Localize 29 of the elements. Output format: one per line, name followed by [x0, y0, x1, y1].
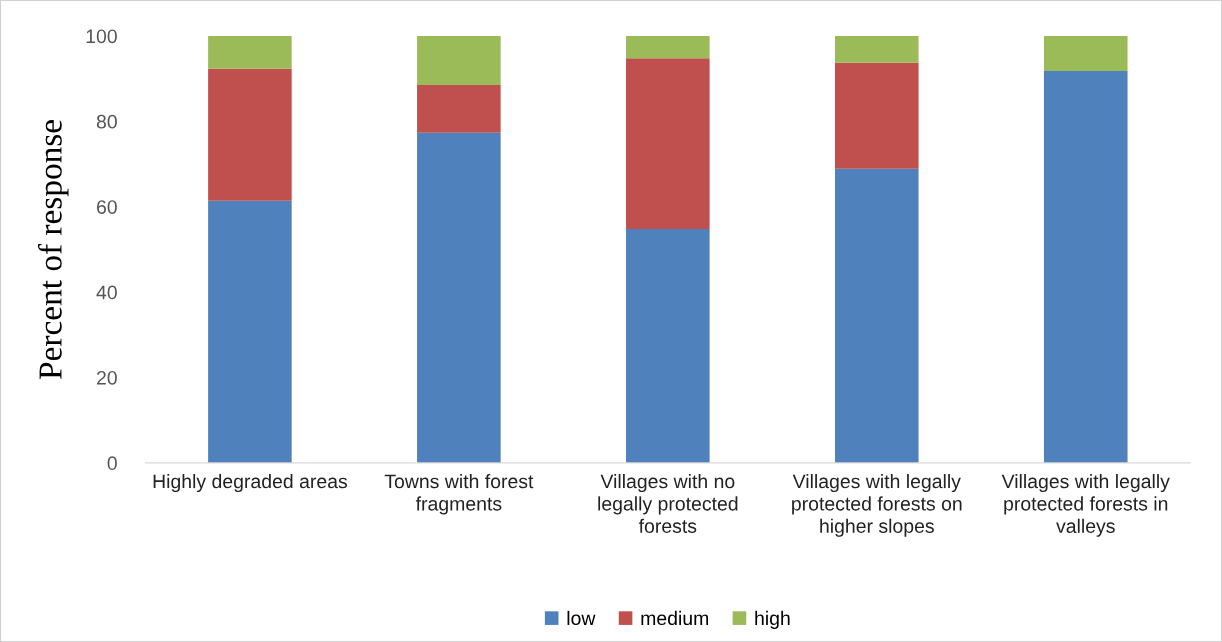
bar — [417, 85, 501, 133]
bar — [208, 35, 292, 69]
bar — [417, 132, 501, 463]
bar — [626, 35, 710, 59]
x-tick-label: Villages with no legally protected forests — [598, 473, 738, 533]
bar — [834, 168, 919, 463]
y-tick-label: 80 — [96, 114, 117, 129]
legend-label: high — [755, 610, 790, 629]
y-tick-label: 100 — [86, 29, 117, 44]
bar — [1043, 70, 1128, 463]
y-tick-label: 20 — [96, 370, 117, 385]
x-tick-label: Towns with forest fragments — [384, 473, 534, 515]
bar — [834, 35, 919, 63]
y-axis-title: Percent of response — [37, 120, 69, 379]
y-tick-label: 0 — [107, 456, 117, 471]
x-tick-label: Villages with legally protected forests on higher slopes — [792, 473, 962, 537]
legend-label: low — [567, 610, 596, 626]
bar — [834, 62, 919, 169]
x-tick-label: Highly degraded areas — [153, 473, 348, 493]
bar — [1043, 35, 1128, 71]
x-tick-label: Villages with legally protected forests in valleys — [1001, 473, 1170, 537]
legend-label: medium — [641, 610, 709, 626]
y-tick-label: 60 — [97, 200, 117, 214]
bar — [626, 228, 710, 463]
bar — [208, 68, 292, 201]
y-tick-label: 40 — [96, 285, 117, 300]
bar — [208, 200, 292, 463]
bar — [626, 58, 710, 229]
bar — [417, 35, 501, 86]
